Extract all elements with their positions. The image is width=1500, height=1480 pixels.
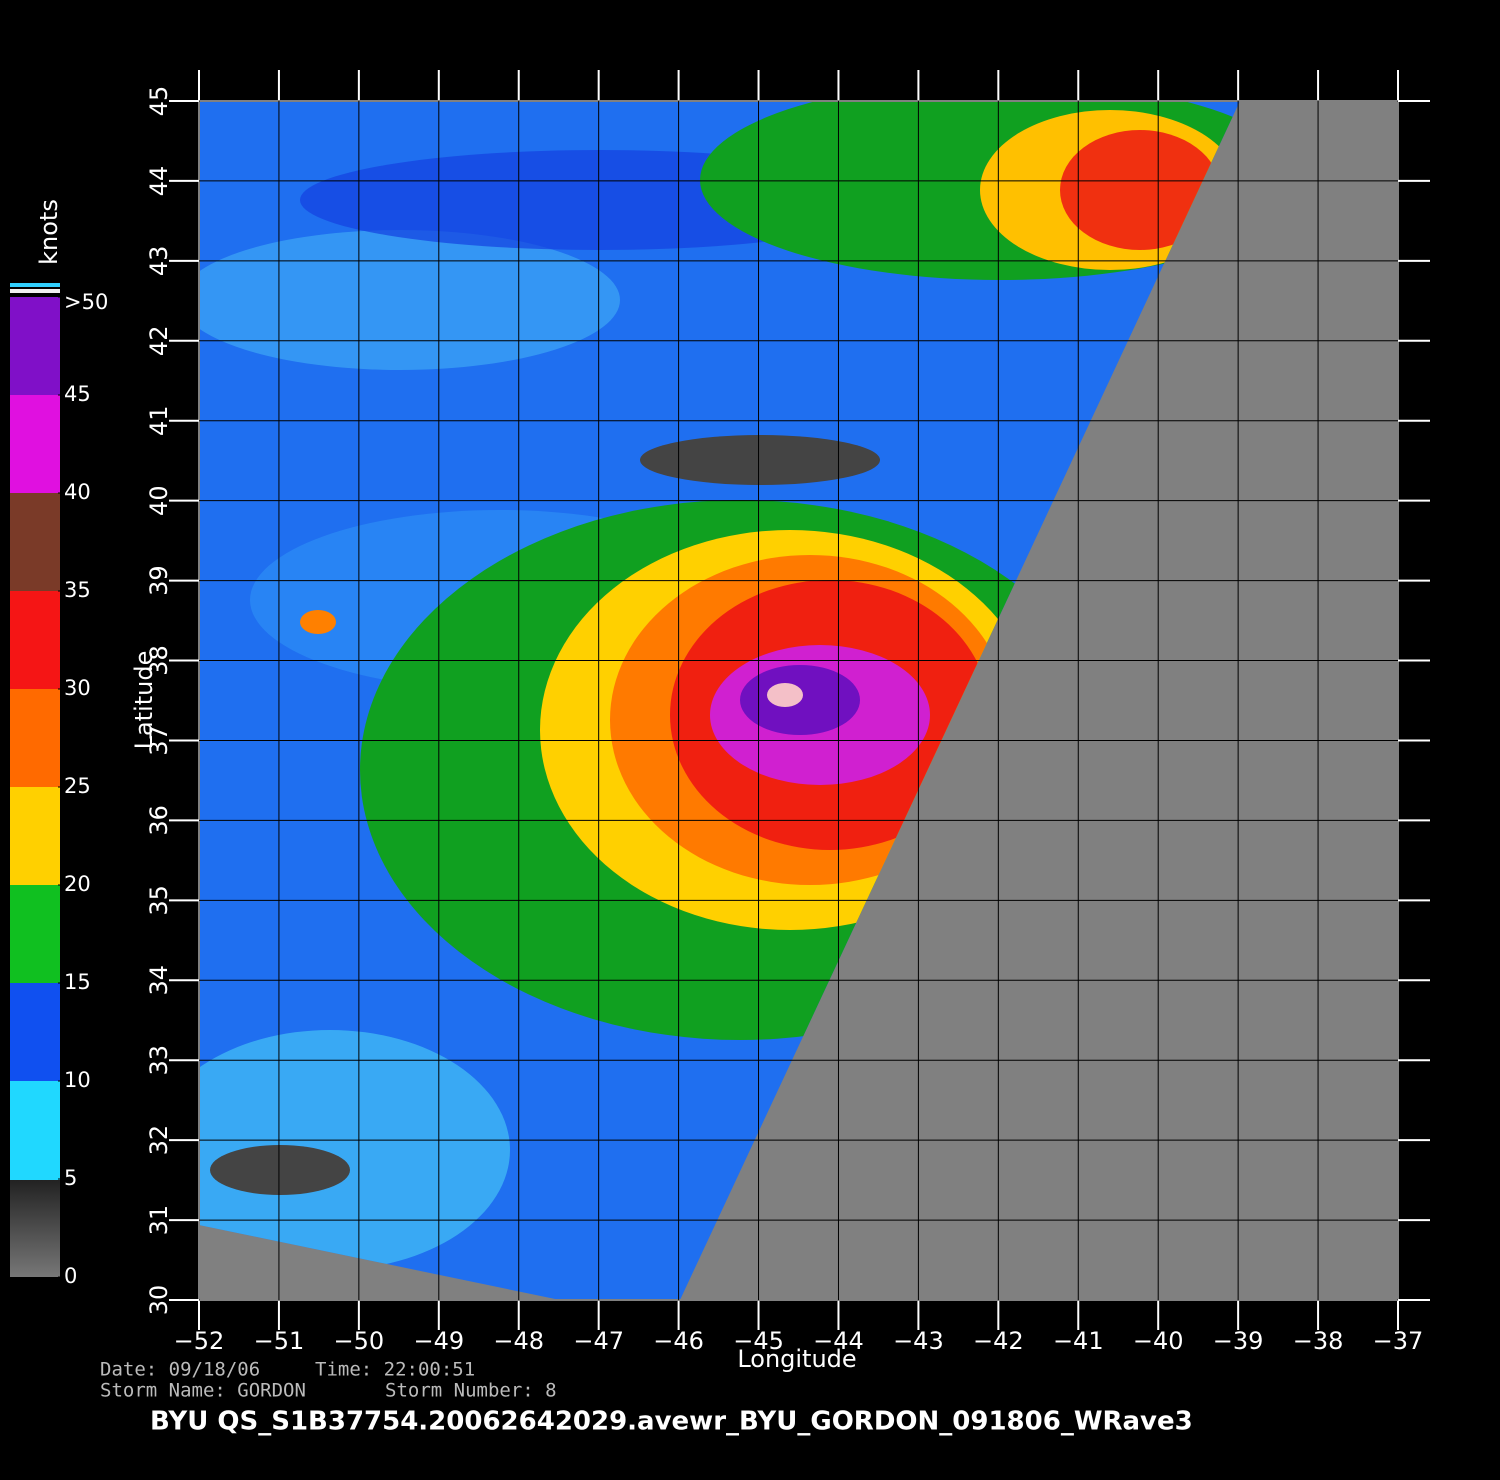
colorbar-tick-label: 0	[64, 1264, 77, 1288]
colorbar-tick-label: 20	[64, 872, 91, 896]
colorbar-tick-label: 15	[64, 970, 91, 994]
y-tick-label: 30	[145, 1285, 173, 1316]
date: Date: 09/18/06	[100, 1359, 260, 1381]
y-tick-label: 38	[145, 645, 173, 676]
x-axis-label: Longitude	[737, 1345, 856, 1373]
x-tick-label: −40	[1133, 1327, 1184, 1355]
storm-number: Storm Number: 8	[385, 1380, 557, 1402]
colorbar-tick-label: >50	[64, 290, 108, 314]
x-tick-label: −44	[813, 1327, 864, 1355]
y-tick-label: 41	[145, 405, 173, 436]
colorbar	[10, 283, 60, 1277]
colorbar-tick-label: 45	[64, 382, 91, 406]
y-tick-label: 40	[145, 485, 173, 516]
x-tick-label: −43	[893, 1327, 944, 1355]
y-tick-label: 43	[145, 246, 173, 277]
x-tick-label: −38	[1293, 1327, 1344, 1355]
y-tick-label: 33	[145, 1045, 173, 1076]
y-tick-label: 39	[145, 565, 173, 596]
time: Time: 22:00:51	[315, 1359, 475, 1381]
y-tick-label: 42	[145, 326, 173, 357]
y-tick-label: 34	[145, 965, 173, 996]
x-tick-label: −41	[1053, 1327, 1104, 1355]
file-name: BYU QS_S1B37754.20062642029.avewr_BYU_GO…	[150, 1407, 1193, 1437]
storm-name: Storm Name: GORDON	[100, 1380, 306, 1402]
x-tick-label: −52	[174, 1327, 225, 1355]
x-tick-label: −50	[334, 1327, 385, 1355]
x-tick-label: −48	[493, 1327, 544, 1355]
y-tick-label: 37	[145, 725, 173, 756]
x-tick-label: −47	[573, 1327, 624, 1355]
x-tick-label: −42	[973, 1327, 1024, 1355]
y-axis-label: Latitude	[130, 651, 158, 750]
colorbar-tick-label: 35	[64, 578, 91, 602]
colorbar-tick-label: 5	[64, 1166, 77, 1190]
y-tick-label: 31	[145, 1205, 173, 1236]
y-tick-label: 45	[145, 86, 173, 117]
y-tick-label: 35	[145, 885, 173, 916]
x-tick-label: −45	[733, 1327, 784, 1355]
x-tick-label: −49	[413, 1327, 464, 1355]
y-tick-label: 44	[145, 166, 173, 197]
y-tick-label: 36	[145, 805, 173, 836]
x-tick-label: −46	[653, 1327, 704, 1355]
colorbar-tick-label: 30	[64, 676, 91, 700]
colorbar-tick-label: 25	[64, 774, 91, 798]
x-tick-label: −51	[254, 1327, 305, 1355]
y-tick-label: 32	[145, 1125, 173, 1156]
x-tick-label: −37	[1373, 1327, 1424, 1355]
x-tick-label: −39	[1213, 1327, 1264, 1355]
colorbar-tick-label: 10	[64, 1068, 91, 1092]
colorbar-tick-label: 40	[64, 480, 91, 504]
colorbar-label: knots	[35, 199, 63, 265]
